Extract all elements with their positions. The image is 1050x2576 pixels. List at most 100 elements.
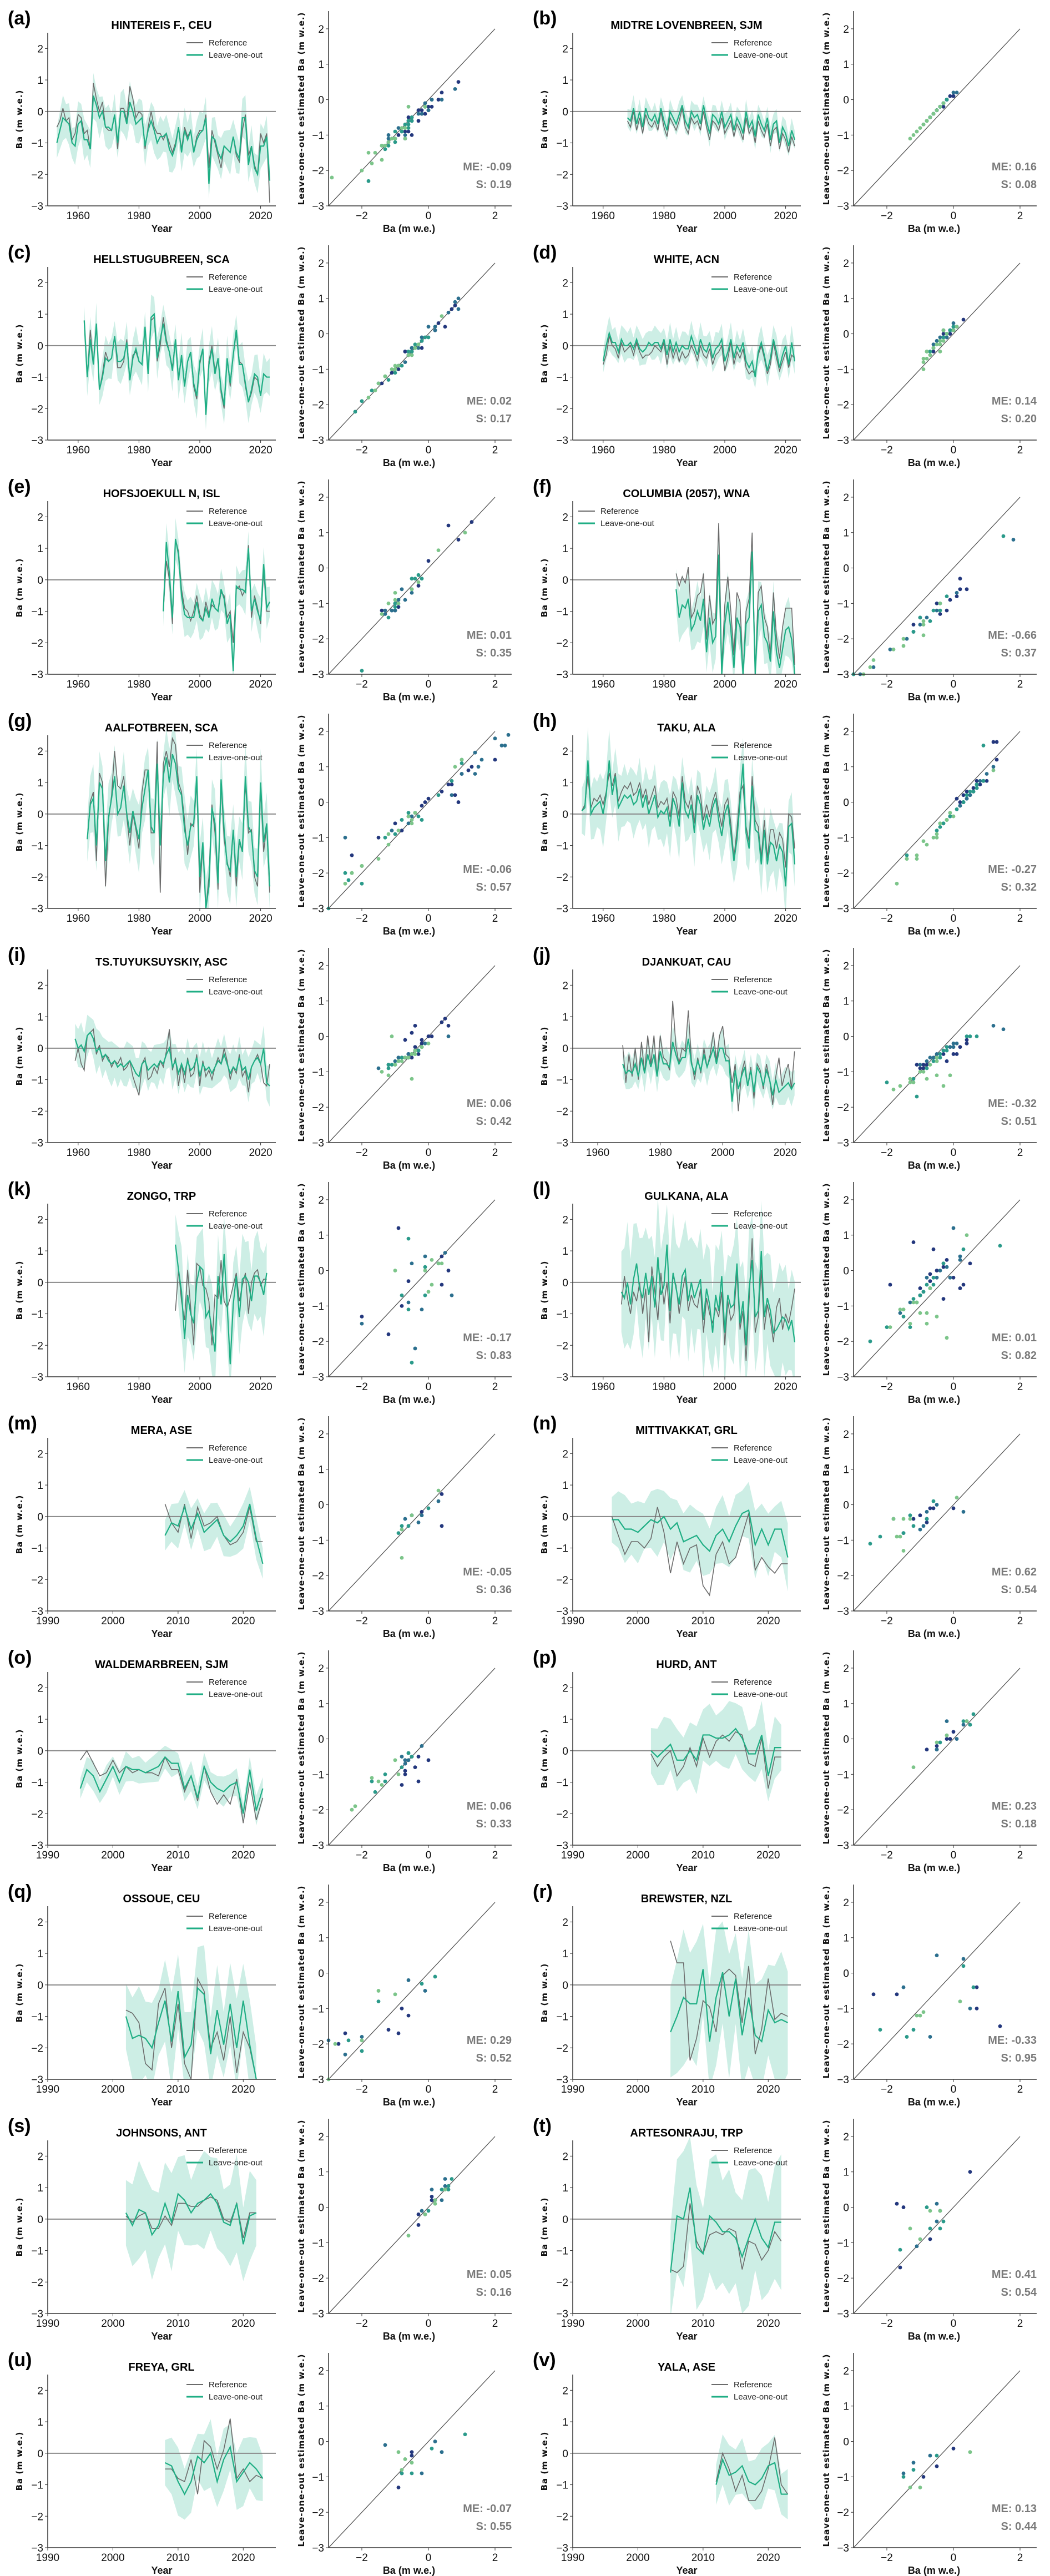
y-tick-label: 1 xyxy=(562,2183,568,2194)
scatter-point xyxy=(343,835,347,840)
scatter-point xyxy=(935,1740,939,1745)
scatter-point xyxy=(941,1265,946,1269)
scatter-point xyxy=(353,1804,357,1809)
scatter-point xyxy=(433,1974,437,1979)
std-label: S: 0.32 xyxy=(1001,881,1037,893)
scatter-x-tick-label: 2 xyxy=(492,913,498,925)
panel-u: (u) FREYA, GRL −3 −2 −1 0 1 2 1990 2000 2010 2020 Ye… xyxy=(0,2342,525,2576)
scatter-point xyxy=(343,881,347,886)
x-tick-label: 1960 xyxy=(592,1381,615,1393)
scatter-point xyxy=(915,1063,919,1067)
leave-one-out-line xyxy=(125,2193,257,2245)
reference-line xyxy=(603,336,795,375)
y-tick-label: −2 xyxy=(31,2277,43,2289)
y-tick-label: 1 xyxy=(562,1012,568,1023)
legend-reference-label: Reference xyxy=(734,2146,772,2155)
time-series-plot: −3 −2 −1 0 1 2 1960 1980 2000 2020 Year Ba (m w.e.)… xyxy=(14,1204,276,1405)
scatter-point xyxy=(991,740,996,744)
legend-loo-label: Leave-one-out xyxy=(734,50,788,60)
scatter-point xyxy=(928,2237,932,2241)
uncertainty-band xyxy=(676,527,795,674)
scatter-point xyxy=(965,1041,969,1045)
scatter-point xyxy=(908,1513,912,1518)
scatter-x-tick-label: −2 xyxy=(881,445,893,456)
scatter-point xyxy=(958,577,962,581)
scatter-point xyxy=(925,1282,929,1287)
plot-area xyxy=(573,1921,801,2079)
panel-label: (i) xyxy=(8,944,26,966)
scatter-point xyxy=(346,2038,351,2043)
panel-h: (h) TAKU, ALA −3 −2 −1 0 1 2 1960 1980 2000 2020 Yea… xyxy=(525,703,1050,937)
scatter-point xyxy=(370,1779,374,1784)
scatter-x-tick-label: 0 xyxy=(951,1147,957,1159)
scatter-point xyxy=(396,1226,401,1230)
scatter-point xyxy=(466,768,471,772)
panel-svg: (b) MIDTRE LOVENBREEN, SJM −3 −2 −1 0 1 2 1960 19… xyxy=(533,8,1037,234)
scatter-point xyxy=(396,363,401,368)
panel-title: WALDEMARBREEN, SJM xyxy=(95,1659,228,1671)
legend: Reference Leave-one-out xyxy=(186,1678,263,1699)
scatter-point xyxy=(440,1020,444,1024)
std-label: S: 0.44 xyxy=(1001,2521,1037,2533)
scatter-point xyxy=(403,133,407,137)
y-tick-label: 2 xyxy=(562,1683,568,1694)
scatter-point xyxy=(921,623,926,627)
scatter-point xyxy=(416,2223,421,2227)
scatter-x-tick-label: 2 xyxy=(1017,679,1023,690)
scatter-point xyxy=(423,1293,427,1297)
y-axis-label: Ba (m w.e.) xyxy=(539,90,549,149)
scatter-y-tick-label: −3 xyxy=(312,1372,324,1383)
y-tick-label: 2 xyxy=(562,512,568,523)
x-tick-label: 1990 xyxy=(36,2552,59,2564)
y-tick-label: −1 xyxy=(31,1075,43,1087)
scatter-point xyxy=(386,137,391,141)
scatter-point xyxy=(453,300,457,304)
scatter-point xyxy=(968,2450,972,2454)
scatter-x-tick-label: 2 xyxy=(1017,1381,1023,1393)
scatter-y-tick-label: −2 xyxy=(837,165,849,177)
one-to-one-line xyxy=(853,28,1021,206)
scatter-plot: −3 −2 −1 0 1 2 −2 0 2 Ba (m w.e.) Leave-one-out es… xyxy=(296,1416,512,1639)
scatter-point xyxy=(941,1297,946,1301)
x-tick-label: 1960 xyxy=(67,679,90,690)
scatter-x-tick-label: 0 xyxy=(951,445,957,456)
scatter-point xyxy=(426,1758,431,1762)
std-label: S: 0.83 xyxy=(476,1350,512,1362)
scatter-point xyxy=(985,779,989,783)
scatter-point xyxy=(928,1272,932,1276)
scatter-point xyxy=(961,1282,966,1287)
x-tick-label: 1980 xyxy=(127,1381,150,1393)
y-axis-label: Ba (m w.e.) xyxy=(14,1261,24,1320)
y-tick-label: 0 xyxy=(562,341,568,352)
plot-area xyxy=(48,1945,276,2079)
scatter-y-tick-label: 0 xyxy=(843,1968,849,1980)
x-tick-label: 2020 xyxy=(774,913,797,925)
time-series-plot: −3 −2 −1 0 1 2 1990 2000 2010 2020 Year Ba (m w.e.)… xyxy=(539,1672,801,1873)
one-to-one-line xyxy=(853,1668,1021,1846)
scatter-point xyxy=(961,1723,966,1727)
scatter-point xyxy=(928,2453,932,2458)
scatter-y-axis-label: Leave-one-out estimated Ba (m w.e.) xyxy=(296,2119,306,2312)
scatter-point xyxy=(975,1034,979,1038)
x-tick-label: 2010 xyxy=(166,2318,190,2330)
scatter-point xyxy=(410,119,414,123)
scatter-y-tick-label: 1 xyxy=(318,1464,324,1476)
y-tick-label: 0 xyxy=(562,107,568,118)
scatter-y-tick-label: 2 xyxy=(318,258,324,270)
leave-one-out-line xyxy=(83,312,270,415)
scatter-plot: −3 −2 −1 0 1 2 −2 0 2 Ba (m w.e.) Leave-one-out es… xyxy=(821,2353,1037,2576)
panel-t: (t) ARTESONRAJU, TRP −3 −2 −1 0 1 2 1990 2000 2010… xyxy=(525,2108,1050,2342)
legend: Reference Leave-one-out xyxy=(711,38,788,60)
scatter-point xyxy=(971,1985,976,1989)
scatter-y-tick-label: 2 xyxy=(843,24,849,36)
scatter-point xyxy=(968,2170,972,2174)
scatter-point xyxy=(968,1034,972,1038)
scatter-x-axis-label: Ba (m w.e.) xyxy=(908,926,960,937)
panel-c: (c) HELLSTUGUBREEN, SCA −3 −2 −1 0 1 2 1960 1980 2… xyxy=(0,234,525,468)
leave-one-out-line xyxy=(620,1244,796,1346)
time-series-plot: −3 −2 −1 0 1 2 1990 2000 2010 2020 Year Ba (m w.e.)… xyxy=(539,2136,801,2342)
x-axis-label: Year xyxy=(676,926,697,937)
legend-reference-label: Reference xyxy=(734,2380,772,2390)
scatter-x-tick-label: 0 xyxy=(426,2084,432,2095)
